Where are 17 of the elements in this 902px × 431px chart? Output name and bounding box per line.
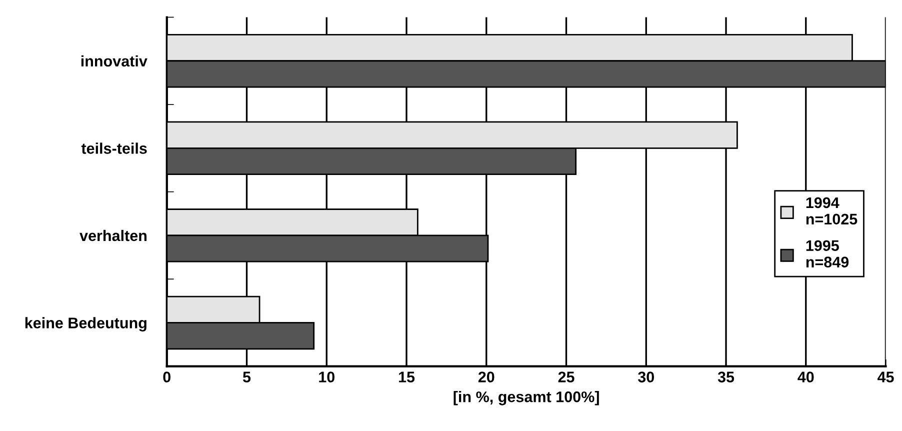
- y-tick-label: verhalten: [80, 230, 146, 242]
- x-tick-label: 0: [163, 372, 170, 382]
- x-tick-label: 10: [319, 372, 334, 382]
- x-tick-label: 40: [798, 372, 814, 382]
- y-tick-label: innovativ: [81, 55, 148, 67]
- x-tick-label: 25: [558, 372, 574, 382]
- y-tick-label: keine Bedeutung: [25, 317, 146, 332]
- x-tick-label: 30: [638, 372, 654, 382]
- legend-label: 1994 n=1025: [806, 197, 858, 225]
- x-tick-label: 5: [242, 372, 251, 382]
- x-tick-label: 15: [398, 372, 415, 382]
- y-tick-label: teils-teils: [81, 142, 147, 154]
- x-tick-label: 35: [718, 372, 734, 382]
- legend-label: 1995 n=849: [806, 240, 849, 268]
- x-tick-label: 20: [478, 372, 494, 382]
- x-axis-title: [in %, gesamt 100%]: [454, 391, 599, 406]
- x-tick-label: 45: [878, 372, 894, 382]
